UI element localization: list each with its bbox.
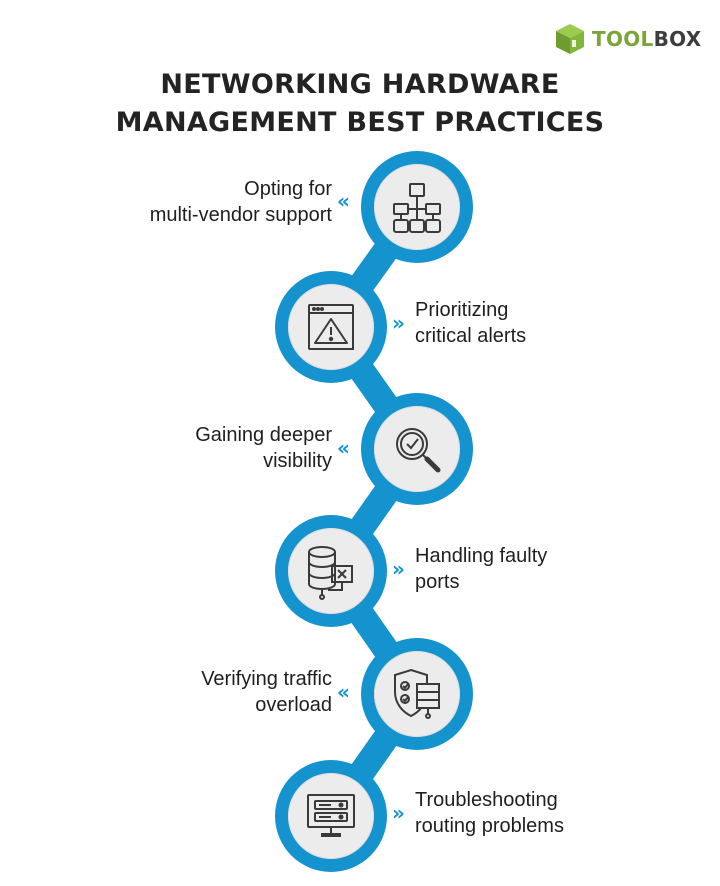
step-2-chevron-icon: » [392,311,405,335]
step-5-line-1: Verifying traffic [201,668,332,690]
step-1-node [361,151,473,263]
step-1-label: Opting for multi-vendor support [150,176,332,228]
step-5-label: Verifying traffic overload [201,666,332,718]
brand-name: TOOLBOX [592,27,701,51]
page-title: NETWORKING HARDWARE MANAGEMENT BEST PRAC… [0,66,720,142]
step-2-line-1: Prioritizing [415,299,509,321]
toolbox-logo: TOOLBOX [553,22,701,56]
database-error-icon [308,546,353,600]
step-4-line-1: Handling faulty [415,545,548,567]
step-3-node [361,393,473,505]
step-1-chevron-icon: « [337,189,350,213]
title-line-1: NETWORKING HARDWARE [160,69,560,100]
step-6-line-1: Troubleshooting [415,789,558,811]
step-5-chevron-icon: « [337,680,350,704]
step-6-node [275,760,387,872]
shield-server-icon [394,668,440,719]
alert-window-icon [308,304,354,350]
magnifier-check-icon [396,428,441,473]
step-4-label: Handling faulty ports [415,543,547,595]
step-4-node [275,515,387,627]
brand-box: BOX [653,27,702,51]
step-6-label: Troubleshooting routing problems [415,787,564,839]
step-2-line-2: critical alerts [415,325,527,347]
step-2-node [275,271,387,383]
step-3-chevron-icon: « [337,436,350,460]
step-6-chevron-icon: » [392,801,405,825]
step-5-line-2: overload [255,694,332,716]
monitor-server-icon [307,794,355,837]
title-line-2: MANAGEMENT BEST PRACTICES [115,107,605,138]
cube-logo-icon [556,24,584,54]
step-5-node [361,638,473,750]
step-2-label: Prioritizing critical alerts [415,297,526,349]
step-6-line-2: routing problems [415,815,564,837]
brand-tool: TOOL [592,27,654,51]
step-1-line-2: multi-vendor support [149,204,332,226]
step-4-line-2: ports [415,571,460,593]
step-3-line-2: visibility [263,450,332,472]
step-4-chevron-icon: » [392,557,405,581]
hierarchy-icon [393,183,441,233]
step-3-line-1: Gaining deeper [195,424,332,446]
step-1-line-1: Opting for [244,178,332,200]
step-3-label: Gaining deeper visibility [195,422,332,474]
